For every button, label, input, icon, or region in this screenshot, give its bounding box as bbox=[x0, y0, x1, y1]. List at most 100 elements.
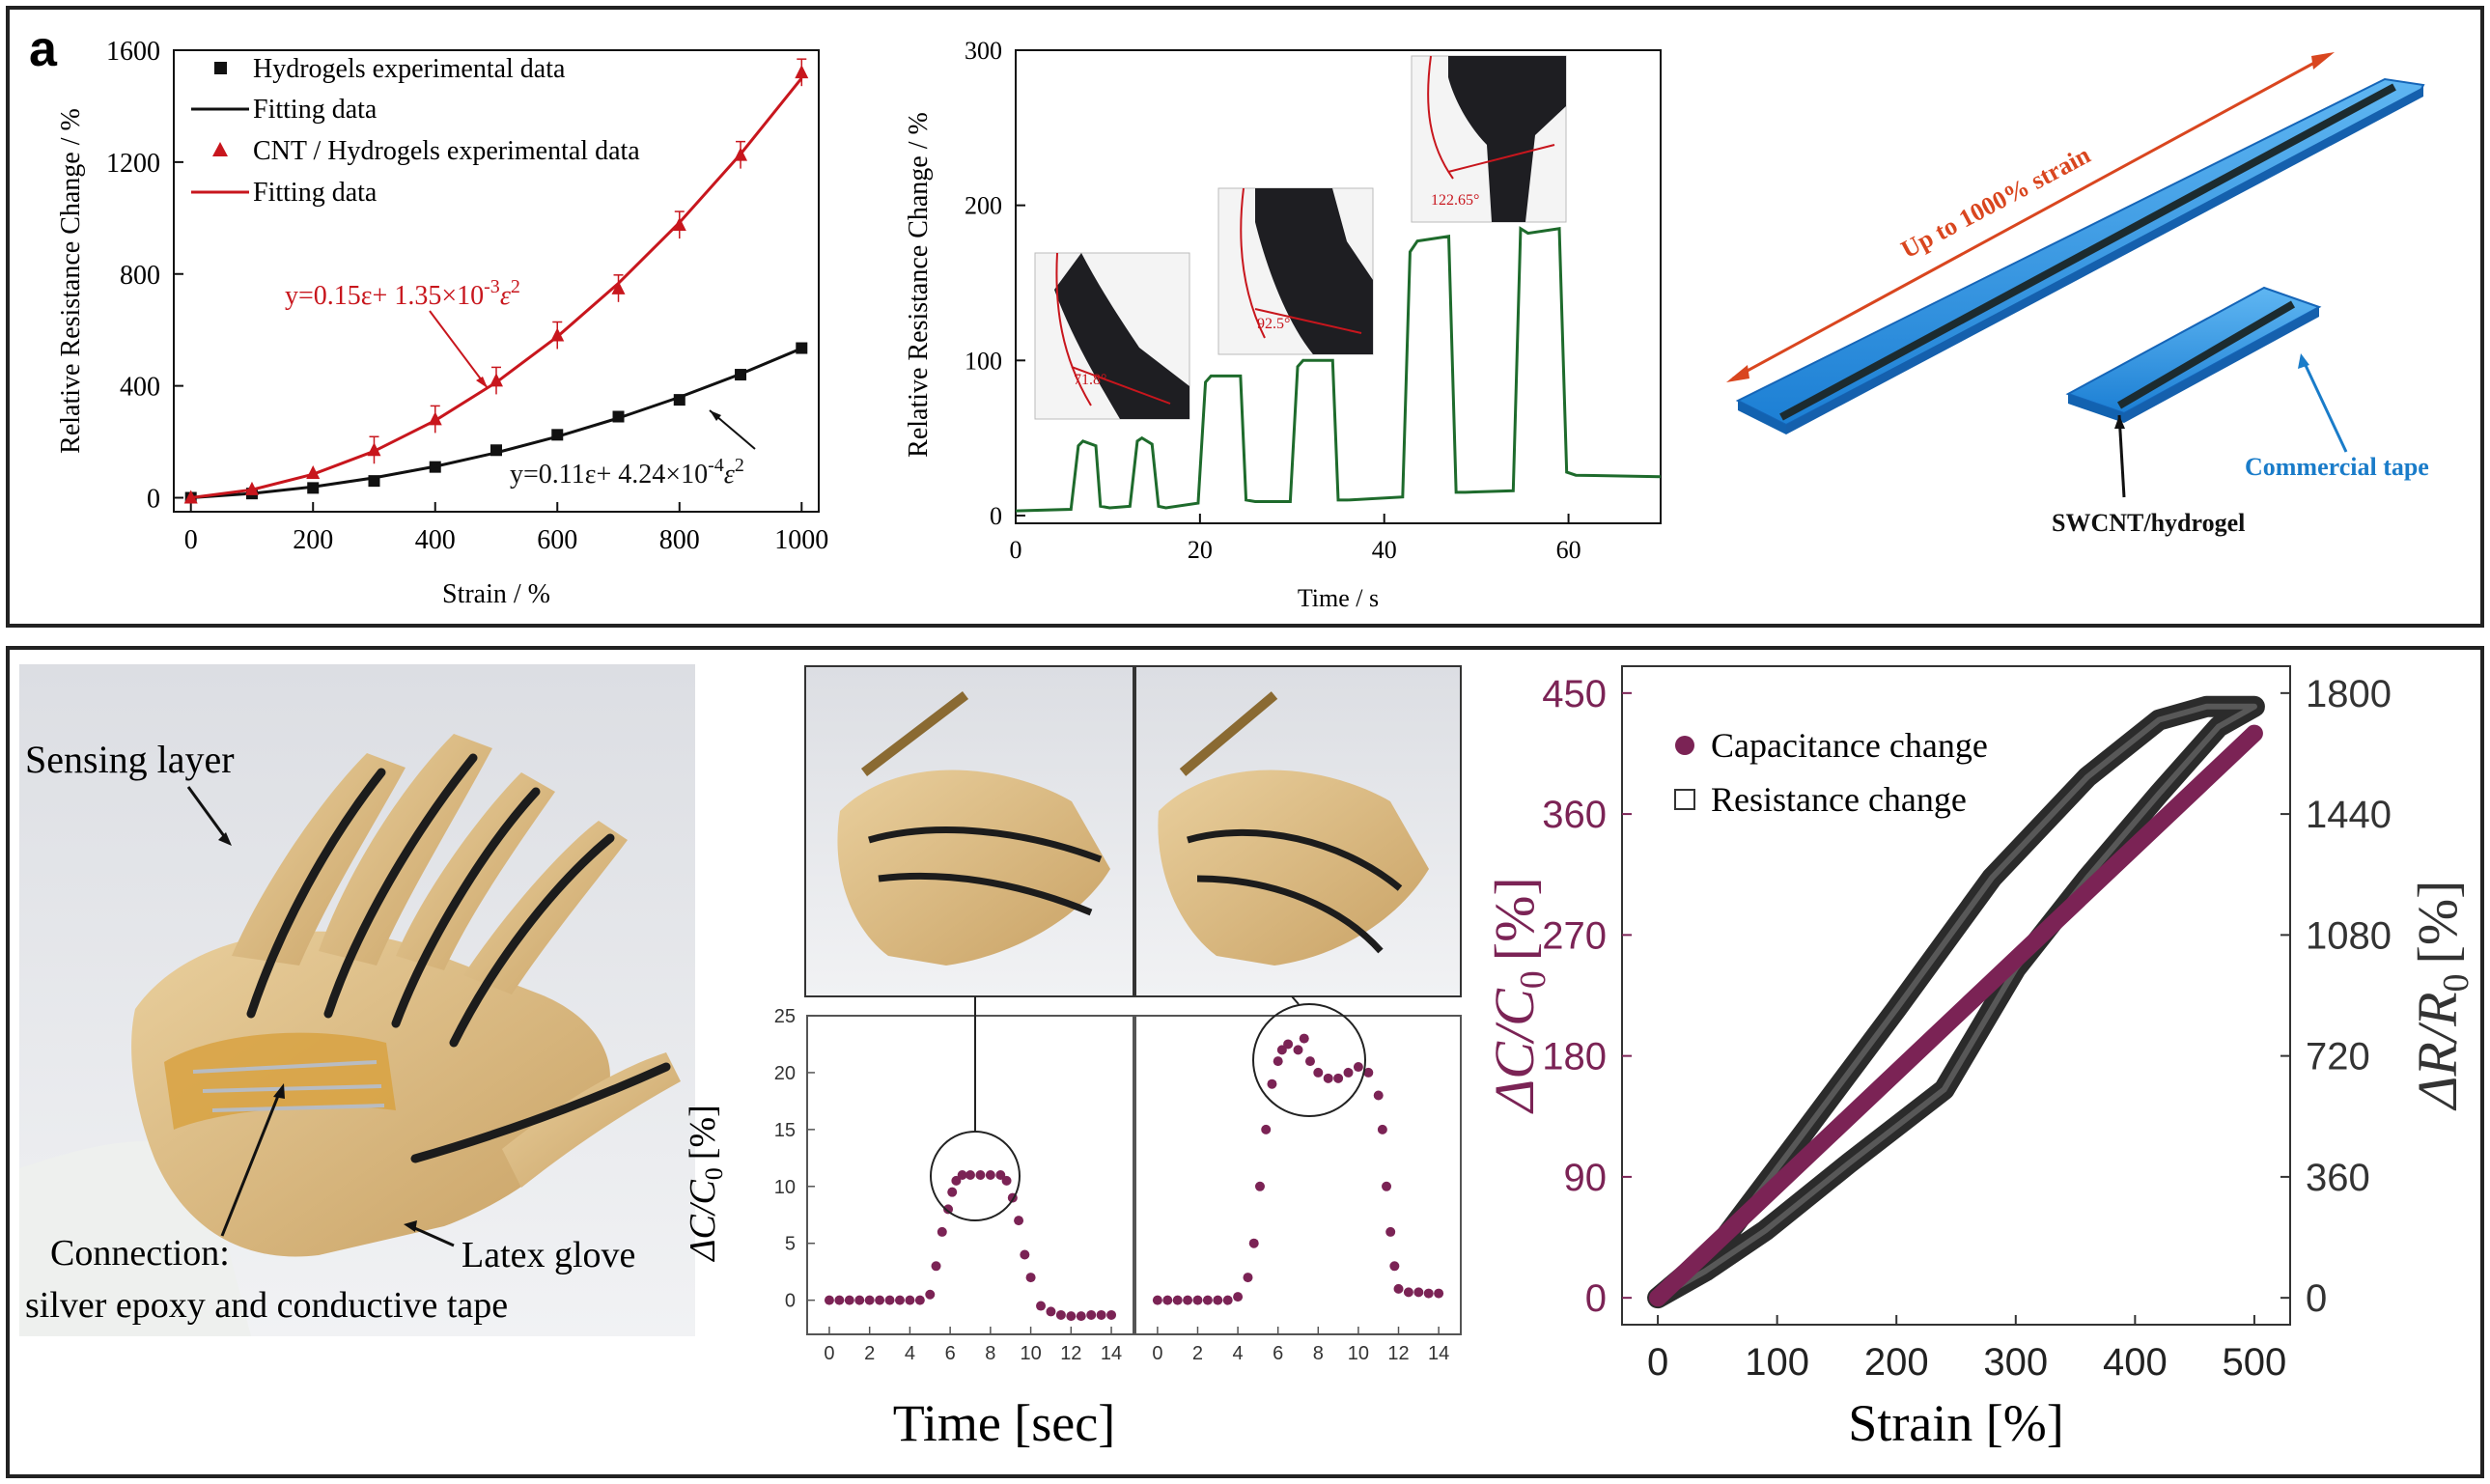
glove-photo: Sensing layer Connection: silver epoxy a… bbox=[19, 664, 695, 1336]
b1-left-point bbox=[1036, 1301, 1047, 1311]
b1-right-point bbox=[1373, 1090, 1384, 1101]
b1-right-point bbox=[1213, 1295, 1223, 1305]
b1-right-point bbox=[1202, 1295, 1213, 1305]
b1-right-point bbox=[1323, 1073, 1333, 1083]
b1-left-point bbox=[834, 1295, 845, 1305]
b2-x-tick-label: 400 bbox=[2103, 1341, 2168, 1384]
a2-x-tick-label: 0 bbox=[1010, 536, 1022, 564]
a1-plot-frame bbox=[173, 49, 820, 513]
b1-right-point bbox=[1172, 1295, 1183, 1305]
panel-a-frame bbox=[6, 6, 2484, 628]
b1-right-point bbox=[1304, 1056, 1315, 1067]
b1-right-point bbox=[1254, 1181, 1265, 1191]
b1-left-point bbox=[884, 1295, 895, 1305]
b1-right-point bbox=[1222, 1295, 1233, 1305]
b2-legend-resistance-marker bbox=[1674, 789, 1695, 810]
a2-inset-3-angle: 122.65° bbox=[1431, 192, 1479, 209]
a1-x-axis-label: Strain / % bbox=[442, 579, 550, 609]
b1-right-point bbox=[1313, 1067, 1324, 1078]
b1-left-point bbox=[1014, 1216, 1024, 1226]
b1-right-point bbox=[1243, 1273, 1253, 1283]
b1-left-point bbox=[905, 1295, 915, 1305]
b1-y-tick-label: 10 bbox=[774, 1177, 796, 1198]
b1-right-x-tick-label: 2 bbox=[1192, 1343, 1203, 1364]
b1-left-point bbox=[914, 1295, 925, 1305]
b1-right-point bbox=[1403, 1287, 1413, 1298]
b1-right-point bbox=[1261, 1124, 1272, 1134]
b2-y-tick-label-left: 360 bbox=[1542, 794, 1607, 836]
b2-x-ticks: 0 100 200 300 400 500 bbox=[1647, 1315, 2286, 1384]
b2-y-tick-label-right: 0 bbox=[2306, 1277, 2327, 1320]
a3-strain-arrow bbox=[1732, 54, 2328, 380]
chart-b2: 0 100 200 300 400 500 0 90 180 270 360 450 0 360 720… bbox=[1483, 665, 2476, 1452]
b1-left-point bbox=[1001, 1175, 1012, 1186]
a2-inset-1: 71.8° bbox=[1034, 252, 1190, 420]
a1-x-tick-label: 1000 bbox=[774, 525, 828, 555]
b1-left-point bbox=[1055, 1309, 1066, 1320]
b1-left-point bbox=[1086, 1309, 1097, 1320]
b1-right-x-tick-label: 6 bbox=[1273, 1343, 1283, 1364]
b1-right-x-tick-label: 10 bbox=[1348, 1343, 1369, 1364]
chart-b1: 0 2 4 6 8 10 12 14 0 5 10 15 20 25 0 2 4 6 8 10 12 14 Time [s… bbox=[683, 665, 1462, 1452]
a1-x-tick-label: 200 bbox=[293, 525, 333, 555]
b1-photo-left bbox=[804, 665, 1134, 997]
b1-right-point bbox=[1162, 1295, 1173, 1305]
b1-points bbox=[824, 1033, 1444, 1322]
b1-left-point bbox=[985, 1170, 995, 1180]
b2-x-axis-label: Strain [%] bbox=[1848, 1394, 2063, 1452]
a1-annotation-black-arrowhead bbox=[710, 410, 721, 421]
a2-x-ticks: 0 20 40 60 bbox=[1010, 514, 1581, 564]
a1-fit-line bbox=[190, 347, 802, 500]
a2-y-tick-label: 100 bbox=[965, 347, 1002, 375]
a1-annotation-red: y=0.15ε+ 1.35×10-3ε2 bbox=[285, 276, 520, 311]
a2-x-tick-label: 40 bbox=[1372, 536, 1397, 564]
b1-left-point bbox=[854, 1295, 865, 1305]
b1-right-point bbox=[1267, 1078, 1277, 1089]
b1-right-point bbox=[1293, 1045, 1303, 1055]
a1-y-ticks: 0 400 800 1200 1600 bbox=[106, 37, 183, 515]
b2-x-tick-label: 200 bbox=[1864, 1341, 1929, 1384]
b1-y-tick-label: 25 bbox=[774, 1006, 796, 1027]
b2-y-tick-label-left: 450 bbox=[1542, 673, 1607, 715]
b1-right-point bbox=[1299, 1033, 1309, 1044]
b2-y-ticks-left: 0 90 180 270 360 450 bbox=[1542, 673, 1632, 1320]
b1-left-x-tick-label: 4 bbox=[905, 1343, 915, 1364]
glove-connection-detail-label: silver epoxy and conductive tape bbox=[25, 1285, 508, 1326]
b1-left-point bbox=[931, 1261, 941, 1272]
b1-right-point bbox=[1377, 1124, 1387, 1134]
a1-legend-triangle bbox=[212, 142, 228, 156]
a2-response-line bbox=[1015, 226, 1662, 513]
b1-left-x-tick-label: 8 bbox=[985, 1343, 995, 1364]
b1-left-point bbox=[995, 1170, 1006, 1180]
a1-series bbox=[183, 58, 809, 504]
a1-y-tick-label: 400 bbox=[120, 373, 160, 403]
a2-y-ticks: 0 100 200 300 bbox=[965, 37, 1025, 530]
b1-right-point bbox=[1152, 1295, 1162, 1305]
a1-x-tick-label: 400 bbox=[415, 525, 456, 555]
a2-x-axis-label: Time / s bbox=[1298, 584, 1379, 612]
b1-left-point bbox=[824, 1295, 834, 1305]
a1-y-tick-label: 1200 bbox=[106, 149, 160, 179]
a3-stretched-strip bbox=[1779, 83, 2396, 421]
a3-tape-label: Commercial tape bbox=[2245, 453, 2429, 481]
b2-plot-frame bbox=[1621, 665, 2291, 1326]
b1-right-point bbox=[1233, 1292, 1244, 1302]
b1-right-point bbox=[1393, 1283, 1404, 1294]
b2-y-ticks-right: 0 360 720 1080 1440 1800 bbox=[2280, 673, 2392, 1320]
b1-y-tick-label: 5 bbox=[785, 1234, 796, 1255]
b1-left-point bbox=[943, 1204, 954, 1215]
b2-y-tick-label-left: 90 bbox=[1564, 1157, 1608, 1199]
b1-right-point bbox=[1423, 1288, 1434, 1299]
b1-right-x-tick-label: 12 bbox=[1387, 1343, 1409, 1364]
a1-legend-label: Hydrogels experimental data bbox=[253, 54, 566, 84]
b1-right-point bbox=[1273, 1056, 1283, 1067]
b1-left-x-tick-label: 6 bbox=[945, 1343, 956, 1364]
b1-left-point bbox=[965, 1170, 975, 1180]
b1-x-axis-label: Time [sec] bbox=[893, 1394, 1115, 1452]
b2-y-tick-label-right: 1080 bbox=[2306, 914, 2392, 957]
a2-inset-3: 122.65° bbox=[1411, 55, 1567, 223]
b1-right-x-tick-label: 4 bbox=[1233, 1343, 1244, 1364]
b1-right-point bbox=[1389, 1261, 1400, 1272]
b1-y-tick-label: 20 bbox=[774, 1063, 796, 1084]
